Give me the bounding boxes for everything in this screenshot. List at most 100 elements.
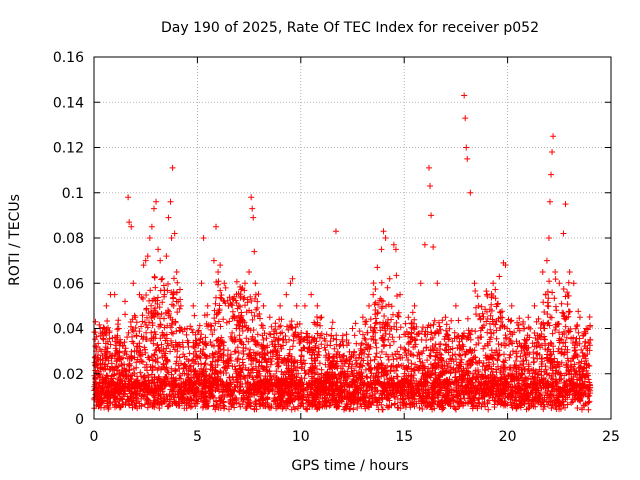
data-point [386,275,393,282]
data-point [545,235,552,241]
y-tick-label: 0 [75,412,84,428]
data-point [514,325,521,332]
data-point [421,241,428,248]
data-point [411,302,418,309]
data-point [157,257,164,264]
data-point [144,253,151,260]
data-point [576,314,583,321]
data-point [463,144,470,151]
data-point [397,291,404,298]
data-point [405,314,412,321]
data-point [225,302,232,309]
data-point [427,182,434,189]
data-point [430,244,437,251]
x-tick-label: 15 [395,429,413,445]
data-point [115,325,122,332]
data-point [146,235,153,241]
y-axis-label: ROTI / TECUs [7,194,23,286]
data-point [130,280,137,287]
x-tick-label: 20 [499,429,517,445]
data-point [452,302,459,309]
data-point [210,257,217,264]
x-tick-label: 0 [90,429,99,445]
data-point [235,302,242,309]
data-point [168,235,175,241]
data-point [249,205,256,212]
data-point [374,264,381,271]
data-point [125,194,132,201]
data-point [217,262,224,269]
data-point [248,194,255,201]
data-point [215,268,222,275]
data-point [246,268,253,275]
data-point [252,280,259,287]
data-point [483,291,490,298]
data-point [167,198,174,205]
data-point [434,280,441,287]
data-point [570,280,577,287]
data-point [552,268,559,275]
data-point [549,149,556,156]
data-point [163,253,170,260]
data-point [161,291,168,298]
data-point [531,302,538,309]
data-point [126,219,133,226]
data-point [155,246,162,253]
data-point [332,228,339,235]
data-point [328,325,335,332]
data-point [349,325,356,332]
data-point [464,155,471,162]
data-point [250,214,257,221]
data-point [132,314,139,321]
data-point [148,223,155,230]
data-point [314,302,321,309]
data-point [583,325,590,332]
data-point [101,325,108,332]
x-tick-label: 5 [193,429,202,445]
data-point [318,314,325,321]
data-point [213,223,220,230]
dense-roti-points [91,272,594,413]
data-point [177,302,184,309]
data-point [382,235,389,241]
data-point [496,273,503,280]
axes: 0 5 10 15 20 25 0 0.02 0.04 0.06 0.08 0.1 0.12 0.14 0.… [53,50,620,445]
x-tick-label: 10 [292,429,310,445]
data-point [283,291,290,298]
data-point [462,115,469,122]
data-point [142,257,149,264]
data-point [380,228,387,235]
y-tick-label: 0.16 [53,50,84,66]
data-point [169,164,176,171]
data-point [417,280,424,287]
x-tick-label: 25 [602,429,620,445]
data-point [471,280,478,287]
data-point [111,291,118,298]
data-point [103,302,110,309]
data-point [287,280,294,287]
data-point [293,302,300,309]
data-point [128,223,135,230]
y-tick-label: 0.06 [53,276,84,292]
data-point [390,241,397,248]
data-point [231,314,238,321]
data-point [200,235,207,241]
y-tick-label: 0.12 [53,141,84,157]
data-point [556,280,563,287]
data-point [426,164,433,171]
data-point [204,302,211,309]
chart-title: Day 190 of 2025, Rate Of TEC Index for r… [161,20,539,36]
data-point [198,280,205,287]
data-point [150,205,157,212]
data-point [392,246,399,253]
data-point [190,302,197,309]
data-point [560,230,567,237]
data-point [539,268,546,275]
data-point [221,280,228,287]
data-point [308,291,315,298]
data-point [301,302,308,309]
y-tick-label: 0.1 [62,186,84,202]
data-point [339,336,346,343]
data-point [543,257,550,264]
